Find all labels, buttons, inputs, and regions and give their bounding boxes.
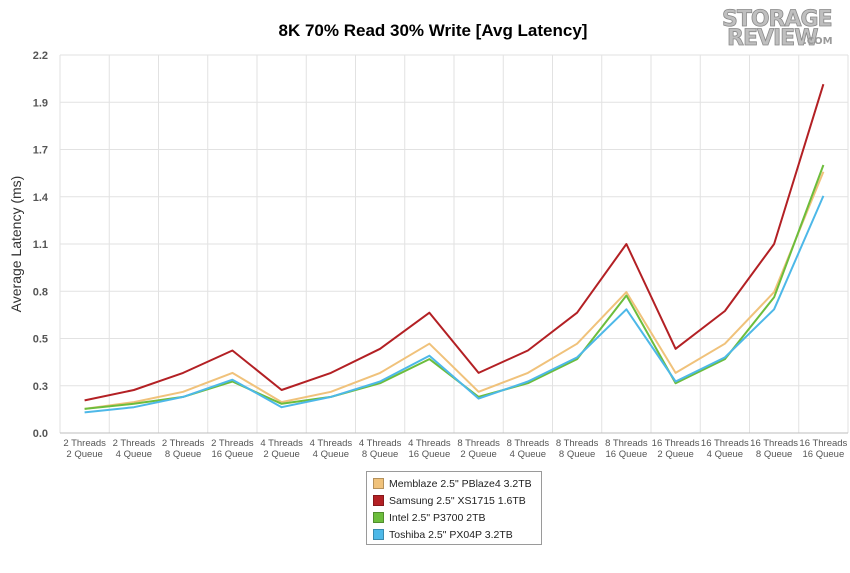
y-tick-label: 0.3 [33,381,48,393]
x-tick-label: 2 Threads 4 Queue [113,438,156,460]
x-tick-label: 4 Threads 16 Queue [408,438,451,460]
series-lines [84,83,825,414]
series-line-3 [84,195,825,414]
x-tick-label: 4 Threads 2 Queue [260,438,303,460]
x-tick-label: 4 Threads 4 Queue [310,438,353,460]
legend-entry-0: Memblaze 2.5" PBlaze4 3.2TB [373,475,535,492]
legend-label: Intel 2.5" P3700 2TB [389,511,486,524]
legend-swatch [373,512,384,523]
series-line-1 [84,83,825,402]
legend-label: Toshiba 2.5" PX04P 3.2TB [389,528,513,541]
y-axis-label: Average Latency (ms) [8,176,24,313]
y-tick-label: 1.4 [33,192,49,204]
x-tick-label: 2 Threads 16 Queue [211,438,254,460]
x-tick-label: 16 Threads 4 Queue [701,438,749,460]
legend-entry-3: Toshiba 2.5" PX04P 3.2TB [373,526,535,543]
y-tick-label: 0.0 [33,428,48,440]
x-tick-label: 16 Threads 8 Queue [750,438,798,460]
logo-line2: REVIEW [727,26,818,51]
y-tick-label: 1.7 [33,145,48,157]
storagereview-logo: STORAGE REVIEW .COM [722,7,833,52]
x-tick-label: 16 Threads 16 Queue [799,438,847,460]
legend-swatch [373,478,384,489]
legend-label: Samsung 2.5" XS1715 1.6TB [389,494,526,507]
x-tick-label: 8 Threads 2 Queue [457,438,500,460]
y-tick-label: 1.1 [33,239,48,251]
legend: Memblaze 2.5" PBlaze4 3.2TB Samsung 2.5" … [366,471,542,545]
y-tick-label: 2.2 [33,50,48,62]
logo-line1: STORAGE [722,7,832,32]
y-tick-label: 0.5 [33,334,48,346]
x-tick-label: 2 Threads 8 Queue [162,438,205,460]
legend-entry-2: Intel 2.5" P3700 2TB [373,509,535,526]
series-line-0 [84,171,825,410]
x-tick-label: 8 Threads 4 Queue [507,438,550,460]
x-axis-ticks: 2 Threads 2 Queue 2 Threads 4 Queue 2 Thread… [63,438,847,460]
logo-suffix: .COM [803,36,833,47]
y-tick-label: 0.8 [33,286,48,298]
y-tick-label: 1.9 [33,97,48,109]
x-tick-label: 2 Threads 2 Queue [63,438,106,460]
x-tick-label: 16 Threads 2 Queue [652,438,700,460]
legend-swatch [373,495,384,506]
chart-title: 8K 70% Read 30% Write [Avg Latency] [279,21,588,40]
y-axis-ticks: 0.0 0.3 0.5 0.8 1.1 1.4 1.7 1.9 2.2 [33,50,49,440]
legend-swatch [373,529,384,540]
legend-label: Memblaze 2.5" PBlaze4 3.2TB [389,477,532,490]
legend-entry-1: Samsung 2.5" XS1715 1.6TB [373,492,535,509]
grid [59,54,849,434]
x-tick-label: 4 Threads 8 Queue [359,438,402,460]
x-tick-label: 8 Threads 8 Queue [556,438,599,460]
x-tick-label: 8 Threads 16 Queue [605,438,648,460]
